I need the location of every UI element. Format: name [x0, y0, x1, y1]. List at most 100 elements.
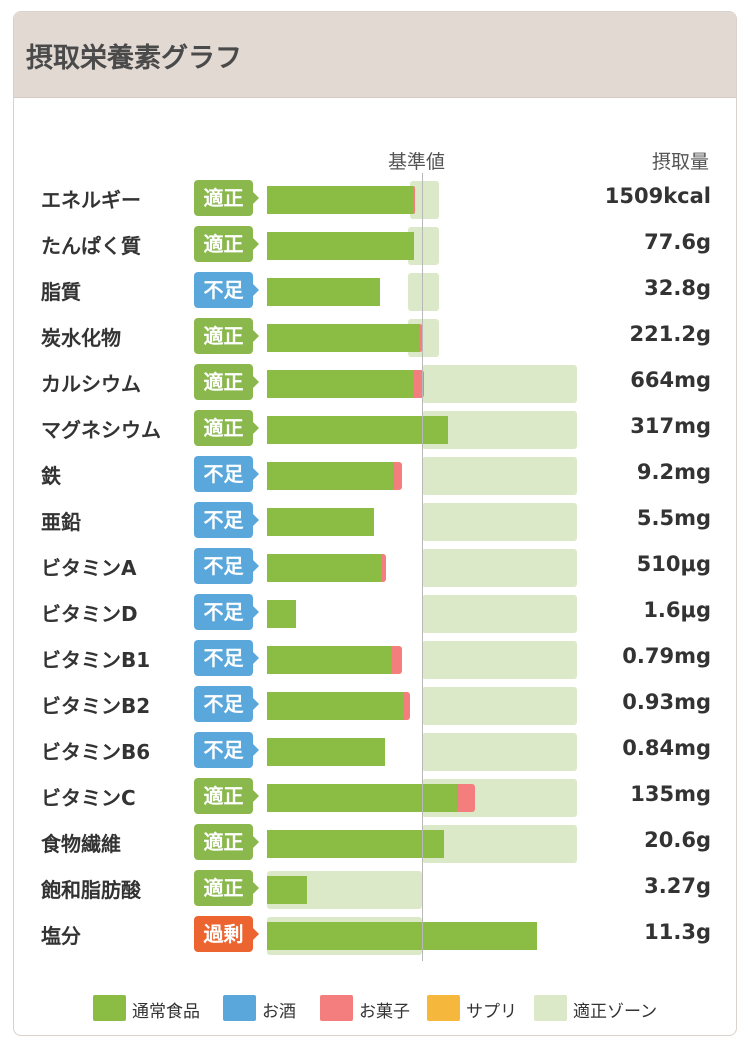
intake-amount: 221.2g — [629, 322, 711, 346]
intake-amount: 11.3g — [644, 920, 711, 944]
intake-amount: 510μg — [636, 552, 711, 576]
nutrient-name: 炭水化物 — [41, 326, 121, 350]
snack-bar — [420, 324, 423, 352]
status-badge: 不足 — [194, 640, 259, 676]
food-bar — [267, 738, 385, 766]
snack-bar — [412, 186, 415, 214]
food-bar — [267, 186, 413, 214]
nutrient-row: カルシウム 適正 664mg — [14, 361, 736, 407]
nutrient-row: たんぱく質 適正 77.6g — [14, 223, 736, 269]
food-bar — [267, 646, 391, 674]
nutrient-row: 脂質 不足 32.8g — [14, 269, 736, 315]
intake-amount: 0.79mg — [622, 644, 711, 668]
status-badge: 不足 — [194, 732, 259, 768]
snack-bar — [391, 646, 402, 674]
snack-bar — [381, 554, 387, 582]
nutrient-name: 鉄 — [41, 464, 61, 488]
nutrient-row: ビタミンB6 不足 0.84mg — [14, 729, 736, 775]
status-badge: 不足 — [194, 594, 259, 630]
nutrient-name: マグネシウム — [41, 418, 161, 442]
chart-title: 摂取栄養素グラフ — [26, 43, 242, 74]
nutrient-row: ビタミンB1 不足 0.79mg — [14, 637, 736, 683]
status-badge: 適正 — [194, 824, 259, 860]
status-badge: 不足 — [194, 502, 259, 538]
legend-swatch — [93, 995, 126, 1021]
adequate-zone-bar — [422, 825, 577, 863]
nutrient-name: ビタミンD — [41, 602, 138, 626]
adequate-zone-bar — [408, 273, 440, 311]
adequate-zone-bar — [422, 595, 577, 633]
legend-label: お酒 — [262, 1002, 296, 1022]
legend-label: 通常食品 — [132, 1002, 200, 1022]
nutrient-row: 塩分 過剰 11.3g — [14, 913, 736, 959]
amount-column-header: 摂取量 — [651, 151, 709, 173]
adequate-zone-bar — [422, 641, 577, 679]
nutrient-name: ビタミンC — [41, 786, 136, 810]
legend-label: 適正ゾーン — [573, 1002, 658, 1022]
food-bar — [267, 416, 449, 444]
nutrient-name: 食物繊維 — [41, 832, 121, 856]
reference-column-header: 基準値 — [388, 151, 446, 173]
status-badge: 不足 — [194, 686, 259, 722]
food-bar — [267, 830, 444, 858]
adequate-zone-bar — [422, 503, 577, 541]
intake-amount: 1509kcal — [604, 184, 711, 208]
food-bar — [267, 876, 308, 904]
nutrient-row: 炭水化物 適正 221.2g — [14, 315, 736, 361]
intake-amount: 664mg — [630, 368, 711, 392]
status-badge: 適正 — [194, 364, 259, 400]
legend-label: お菓子 — [359, 1002, 410, 1022]
nutrient-name: たんぱく質 — [41, 234, 141, 258]
nutrient-name: 飽和脂肪酸 — [41, 878, 141, 902]
status-badge: 不足 — [194, 456, 259, 492]
intake-amount: 1.6μg — [643, 598, 711, 622]
nutrient-name: ビタミンB1 — [41, 648, 151, 672]
status-badge: 不足 — [194, 548, 259, 584]
nutrient-row: 鉄 不足 9.2mg — [14, 453, 736, 499]
nutrient-row: ビタミンC 適正 135mg — [14, 775, 736, 821]
food-bar — [267, 370, 415, 398]
intake-amount: 20.6g — [644, 828, 711, 852]
food-bar — [267, 462, 395, 490]
nutrient-row: 亜鉛 不足 5.5mg — [14, 499, 736, 545]
snack-bar — [414, 370, 424, 398]
status-badge: 不足 — [194, 272, 259, 308]
nutrient-row: ビタミンD 不足 1.6μg — [14, 591, 736, 637]
reference-line — [422, 173, 423, 961]
adequate-zone-bar — [422, 365, 577, 403]
nutrient-name: ビタミンB6 — [41, 740, 151, 764]
intake-amount: 0.84mg — [622, 736, 711, 760]
status-badge: 適正 — [194, 410, 259, 446]
status-badge: 適正 — [194, 870, 259, 906]
legend-swatch — [534, 995, 567, 1021]
food-bar — [267, 922, 537, 950]
status-badge: 適正 — [194, 318, 259, 354]
intake-amount: 135mg — [630, 782, 711, 806]
legend-swatch — [427, 995, 460, 1021]
intake-amount: 77.6g — [644, 230, 711, 254]
status-badge: 適正 — [194, 180, 259, 216]
card-header: 摂取栄養素グラフ — [14, 12, 736, 98]
food-bar — [267, 278, 381, 306]
nutrient-row: ビタミンB2 不足 0.93mg — [14, 683, 736, 729]
legend-swatch — [320, 995, 353, 1021]
nutrient-name: ビタミンA — [41, 556, 137, 580]
nutrient-row: マグネシウム 適正 317mg — [14, 407, 736, 453]
legend: 通常食品 お酒 お菓子 サプリ 適正ゾーン — [14, 995, 736, 1022]
food-bar — [267, 600, 297, 628]
adequate-zone-bar — [422, 687, 577, 725]
legend-label: サプリ — [466, 1002, 517, 1022]
food-bar — [267, 508, 374, 536]
nutrient-name: 脂質 — [41, 280, 81, 304]
intake-amount: 317mg — [630, 414, 711, 438]
nutrient-row: 飽和脂肪酸 適正 3.27g — [14, 867, 736, 913]
nutrient-name: 亜鉛 — [41, 510, 81, 534]
food-bar — [267, 232, 415, 260]
nutrient-name: 塩分 — [41, 924, 81, 948]
status-badge: 適正 — [194, 226, 259, 262]
nutrient-row: ビタミンA 不足 510μg — [14, 545, 736, 591]
snack-bar — [403, 692, 410, 720]
nutrient-name: エネルギー — [41, 188, 141, 212]
snack-bar — [457, 784, 475, 812]
nutrient-row: エネルギー 適正 1509kcal — [14, 177, 736, 223]
